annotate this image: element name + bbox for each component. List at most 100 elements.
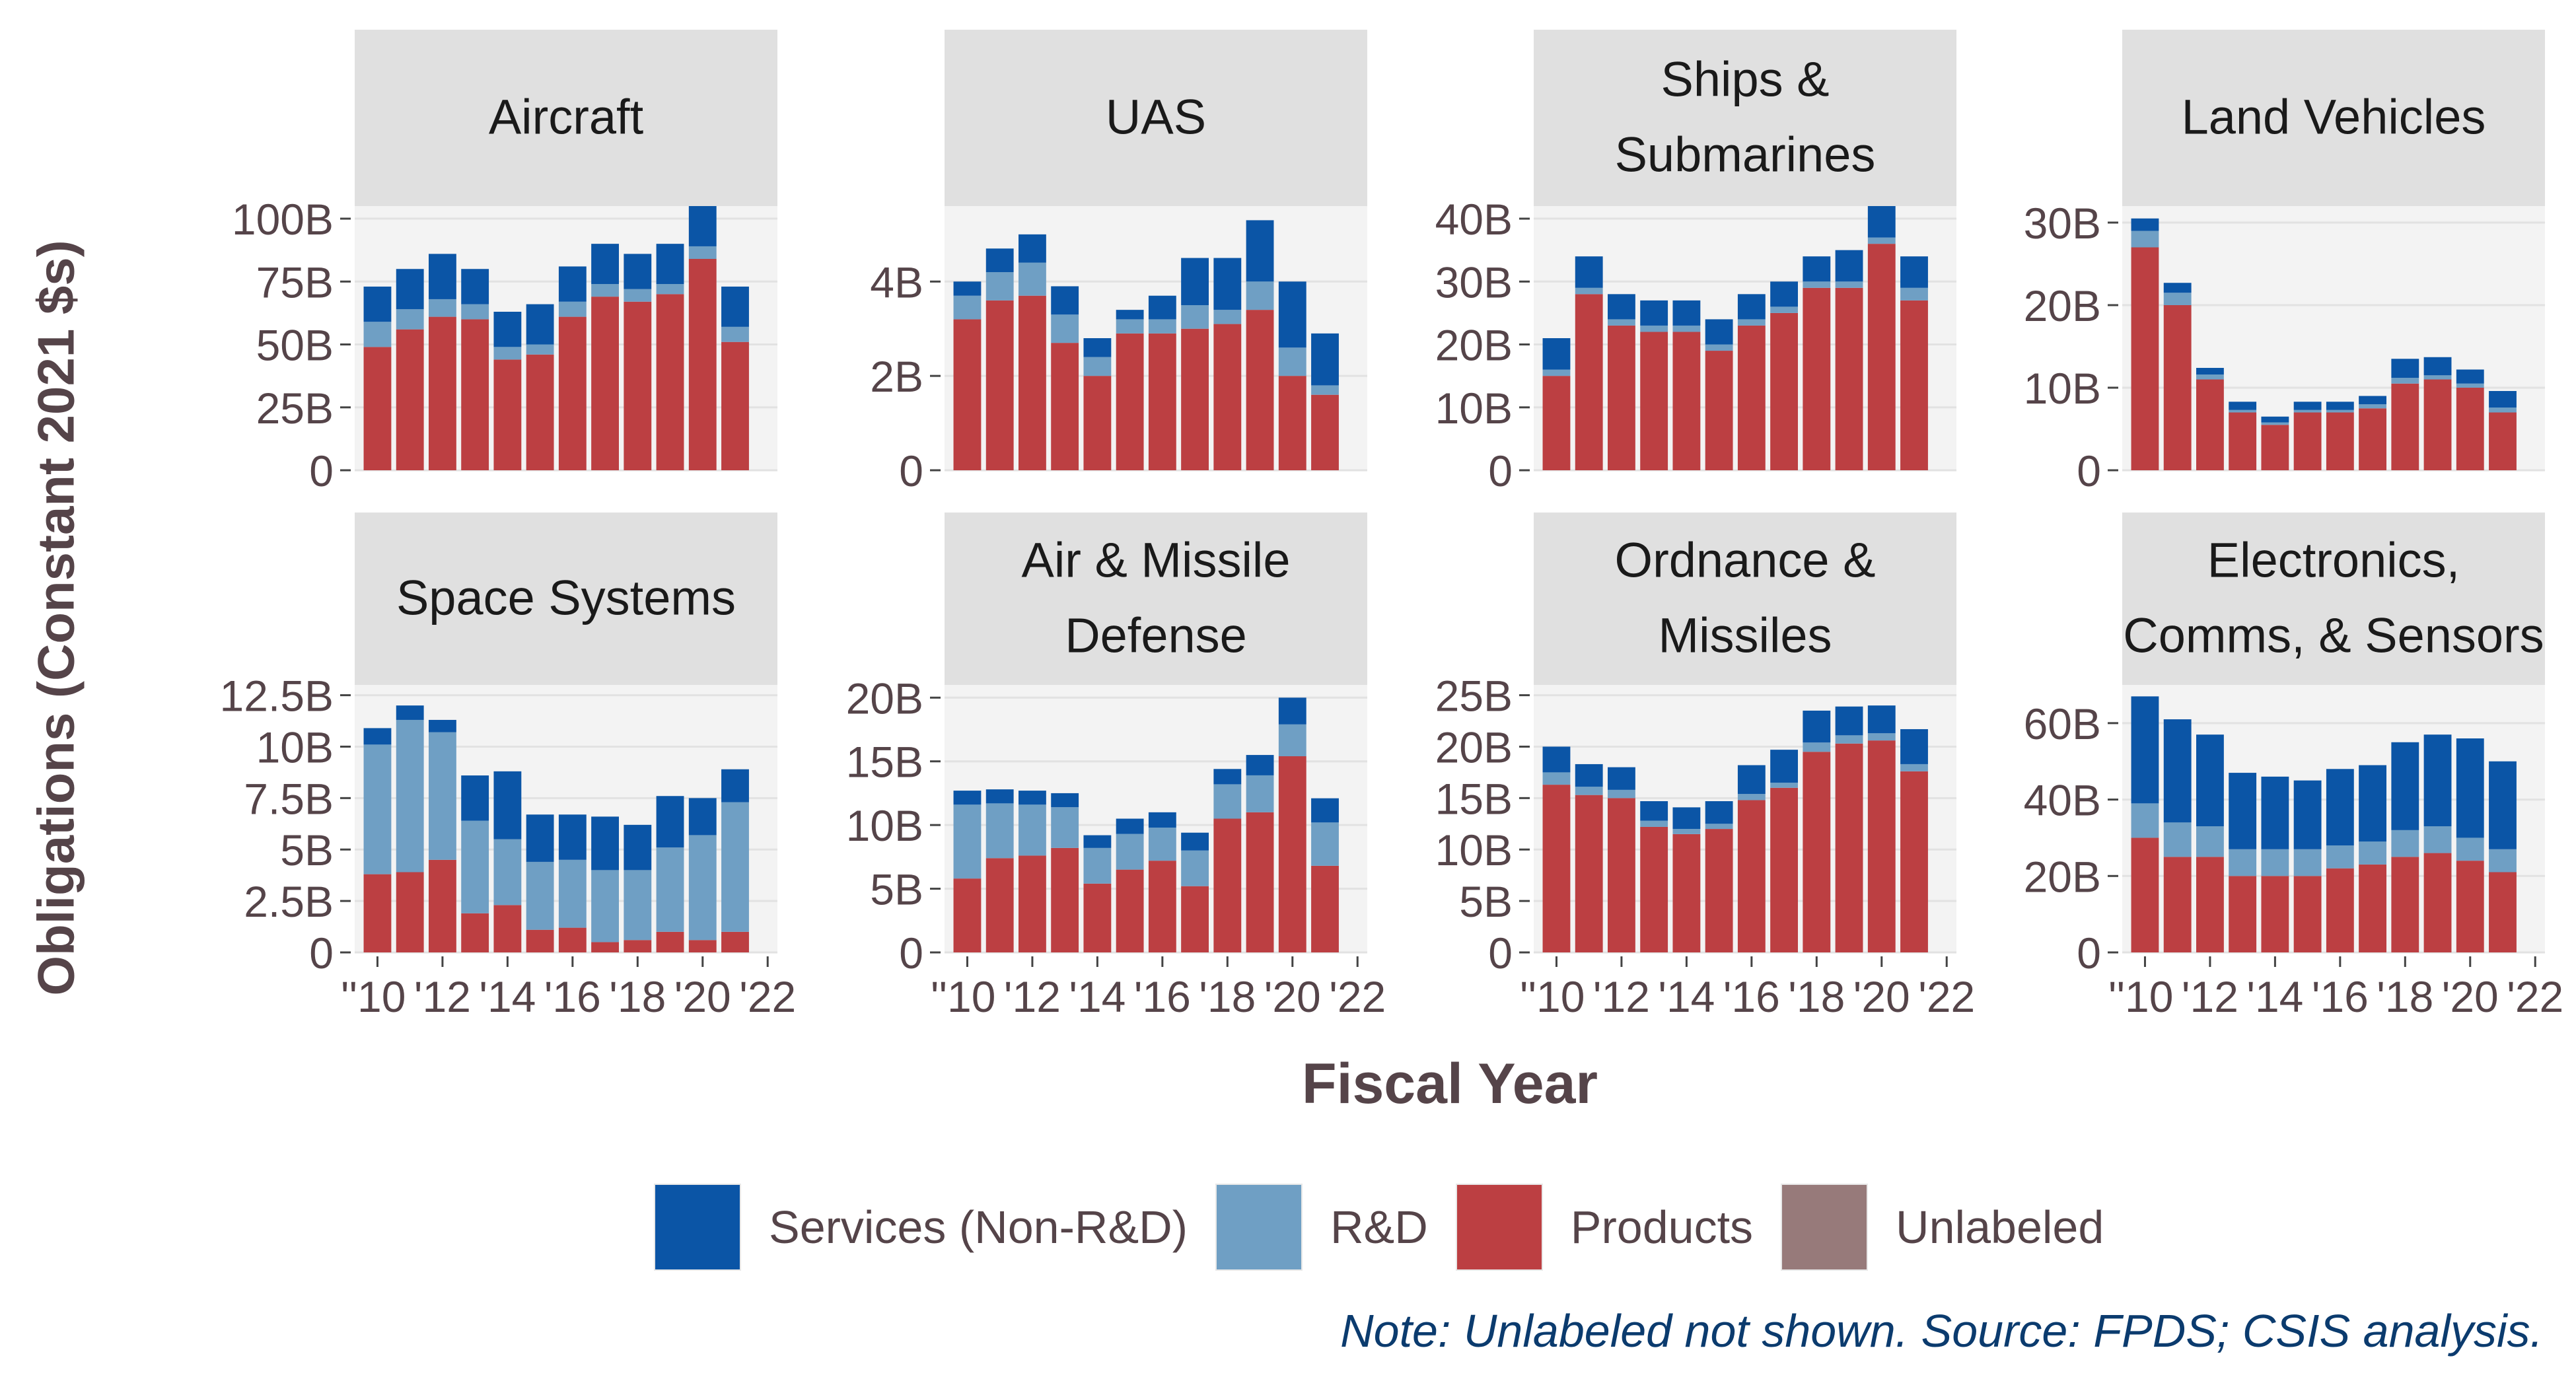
bar-services-2021 xyxy=(2489,761,2517,849)
bar-products-2010 xyxy=(953,878,982,952)
bar-services-2011 xyxy=(2163,283,2192,293)
bar-services-2019 xyxy=(1246,755,1274,775)
bar-products-2016 xyxy=(1737,800,1766,952)
bar-services-2015 xyxy=(1705,319,1733,345)
y-tick-label: 5B xyxy=(280,826,334,874)
bar-services-2013 xyxy=(461,269,489,304)
bar-rd-2015 xyxy=(526,344,554,355)
bar-services-2012 xyxy=(1019,234,1046,263)
bar-rd-2020 xyxy=(688,246,717,259)
bar-rd-2019 xyxy=(2423,375,2452,380)
x-tick-label: '16 xyxy=(1723,972,1780,1021)
bar-rd-2012 xyxy=(1019,262,1046,296)
y-axis-title: Obligations (Constant 2021 $s) xyxy=(26,239,85,996)
bar-services-2014 xyxy=(2261,416,2289,423)
bar-services-2019 xyxy=(1835,706,1863,736)
y-tick-label: 4B xyxy=(870,258,923,306)
bar-services-2011 xyxy=(1575,256,1603,288)
bar-services-2010 xyxy=(953,791,982,805)
bar-rd-2011 xyxy=(396,719,424,872)
legend-label-unlabeled: Unlabeled xyxy=(1896,1201,2104,1253)
x-tick-label: '14 xyxy=(479,972,536,1021)
legend-item-products: Products xyxy=(1455,1184,1753,1271)
bar-services-2020 xyxy=(2456,738,2484,838)
bar-products-2021 xyxy=(721,341,749,470)
legend-swatch-unlabeled xyxy=(1781,1184,1869,1271)
x-tick-label: '22 xyxy=(1918,972,1975,1021)
x-axis-title: Fiscal Year xyxy=(1302,1052,1598,1116)
y-tick-label: 0 xyxy=(899,446,923,495)
bar-products-2010 xyxy=(2131,837,2159,952)
x-tick-label: '12 xyxy=(1004,972,1061,1021)
bar-rd-2021 xyxy=(721,802,749,932)
bar-services-2010 xyxy=(363,286,392,322)
source-note: Note: Unlabeled not shown. Source: FPDS;… xyxy=(1340,1305,2543,1357)
facet-title: Missiles xyxy=(1658,608,1832,663)
y-tick-label: 30B xyxy=(2024,199,2101,248)
bar-services-2014 xyxy=(493,312,522,347)
bar-services-2010 xyxy=(2131,696,2159,804)
legend-item-unlabeled: Unlabeled xyxy=(1781,1184,2104,1271)
bar-services-2018 xyxy=(624,254,652,289)
bar-rd-2012 xyxy=(429,732,456,860)
bar-rd-2016 xyxy=(2326,845,2354,869)
bar-products-2012 xyxy=(429,316,456,470)
bar-rd-2013 xyxy=(1051,807,1079,848)
x-tick-label: '12 xyxy=(414,972,471,1021)
bar-rd-2011 xyxy=(2163,293,2192,305)
y-tick-label: 20B xyxy=(1435,321,1513,370)
bar-rd-2012 xyxy=(429,299,456,317)
bar-rd-2013 xyxy=(1640,325,1668,332)
x-tick-label: '18 xyxy=(1199,972,1256,1021)
bar-products-2014 xyxy=(493,905,522,952)
bar-services-2019 xyxy=(2423,357,2452,376)
bar-products-2018 xyxy=(2391,383,2419,470)
bar-services-2013 xyxy=(1640,300,1668,326)
bar-products-2011 xyxy=(2163,857,2192,952)
bar-products-2020 xyxy=(1867,244,1896,470)
bar-services-2017 xyxy=(1770,750,1798,783)
bar-services-2012 xyxy=(429,254,456,299)
bar-products-2020 xyxy=(688,940,717,952)
bar-rd-2017 xyxy=(1770,306,1798,313)
bar-services-2014 xyxy=(493,771,522,839)
bar-services-2013 xyxy=(1051,793,1079,808)
x-tick-label: ' xyxy=(1520,972,1528,1021)
bar-products-2016 xyxy=(558,927,587,952)
y-tick-label: 5B xyxy=(1459,877,1513,926)
bar-services-2017 xyxy=(591,244,619,285)
bar-rd-2020 xyxy=(1867,733,1896,741)
bar-services-2017 xyxy=(1181,258,1209,305)
bar-services-2020 xyxy=(1867,206,1896,238)
bar-services-2016 xyxy=(1148,812,1176,828)
bar-services-2016 xyxy=(2326,402,2354,410)
x-tick-label: '18 xyxy=(609,972,666,1021)
bar-rd-2019 xyxy=(2423,826,2452,853)
y-tick-label: 2.5B xyxy=(244,877,334,926)
bar-products-2019 xyxy=(1246,310,1274,470)
bar-products-2016 xyxy=(2326,412,2354,470)
y-tick-label: 0 xyxy=(309,446,334,495)
y-tick-label: 20B xyxy=(846,674,923,723)
bar-products-2015 xyxy=(2293,876,2322,952)
bar-rd-2020 xyxy=(2456,383,2484,388)
bar-products-2021 xyxy=(721,931,749,952)
x-tick-label: '22 xyxy=(739,972,796,1021)
bar-services-2015 xyxy=(1116,818,1144,834)
facet-strip xyxy=(945,513,1367,685)
bar-products-2011 xyxy=(985,858,1014,952)
bar-services-2015 xyxy=(1116,310,1144,320)
bar-services-2021 xyxy=(1311,333,1339,386)
facet-panel-2: Ships & Submarines 0 10B 20B 30B 40B xyxy=(1435,30,1956,495)
bar-products-2018 xyxy=(624,940,652,952)
y-tick-label: 0 xyxy=(899,929,923,978)
bar-services-2015 xyxy=(1705,801,1733,824)
y-tick-label: 10B xyxy=(1435,384,1513,433)
bar-rd-2018 xyxy=(2391,378,2419,384)
bar-rd-2021 xyxy=(1311,385,1339,395)
bar-products-2015 xyxy=(526,354,554,470)
x-tick-label: '20 xyxy=(1264,972,1321,1021)
x-tick-label: '14 xyxy=(1069,972,1126,1021)
bar-products-2012 xyxy=(1019,855,1046,952)
y-tick-label: 0 xyxy=(1488,929,1513,978)
